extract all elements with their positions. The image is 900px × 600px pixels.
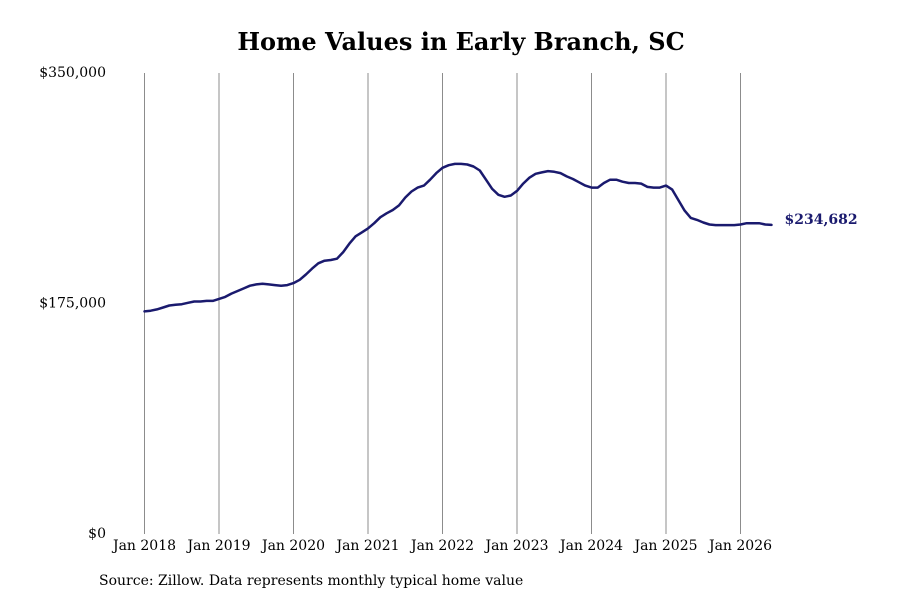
x-tick-label: Jan 2020 — [260, 538, 325, 554]
series-line — [143, 162, 773, 313]
y-tick-label: $350,000 — [39, 65, 106, 81]
x-tick-label: Jan 2021 — [334, 538, 399, 554]
x-tick-label: Jan 2023 — [483, 538, 548, 554]
grid-layer — [144, 73, 741, 534]
chart-title: Home Values in Early Branch, SC — [237, 27, 685, 56]
x-axis: Jan 2018 Jan 2019 Jan 2020 Jan 2021 Jan 2022… — [111, 538, 772, 554]
x-tick-label: Jan 2025 — [632, 538, 697, 554]
x-tick-label: Jan 2019 — [185, 538, 250, 554]
y-tick-label: $175,000 — [39, 296, 106, 312]
y-tick-label: $0 — [88, 526, 106, 542]
x-tick-label: Jan 2026 — [707, 538, 772, 554]
x-tick-label: Jan 2022 — [409, 538, 474, 554]
source-note: Source: Zillow. Data represents monthly … — [99, 573, 524, 589]
end-value-label: $234,682 — [785, 212, 858, 228]
x-tick-label: Jan 2018 — [111, 538, 176, 554]
y-axis: $0 $175,000 $350,000 — [39, 65, 106, 542]
x-tick-label: Jan 2024 — [558, 538, 623, 554]
